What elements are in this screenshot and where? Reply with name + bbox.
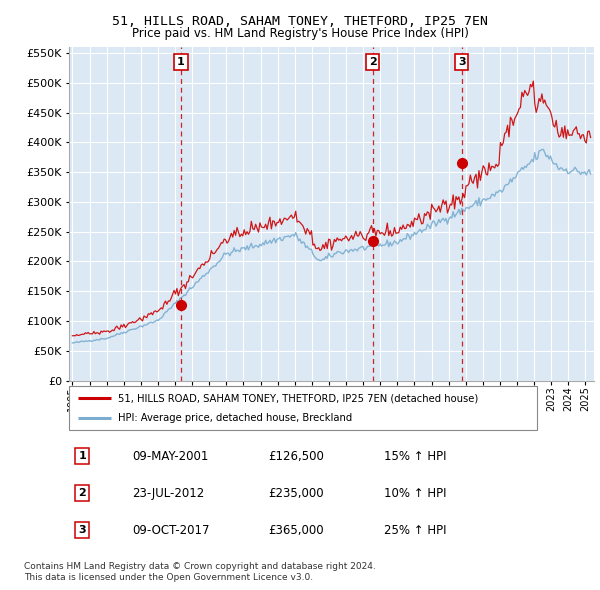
Text: 1: 1 [78, 451, 86, 461]
Text: 09-OCT-2017: 09-OCT-2017 [132, 523, 209, 536]
FancyBboxPatch shape [69, 386, 537, 430]
Text: £365,000: £365,000 [269, 523, 324, 536]
Text: 2: 2 [368, 57, 376, 67]
Text: 10% ↑ HPI: 10% ↑ HPI [384, 487, 446, 500]
Text: Price paid vs. HM Land Registry's House Price Index (HPI): Price paid vs. HM Land Registry's House … [131, 27, 469, 40]
Text: 23-JUL-2012: 23-JUL-2012 [132, 487, 204, 500]
Text: 3: 3 [458, 57, 466, 67]
Text: 51, HILLS ROAD, SAHAM TONEY, THETFORD, IP25 7EN: 51, HILLS ROAD, SAHAM TONEY, THETFORD, I… [112, 15, 488, 28]
Text: 1: 1 [177, 57, 185, 67]
Text: 15% ↑ HPI: 15% ↑ HPI [384, 450, 446, 463]
Text: 25% ↑ HPI: 25% ↑ HPI [384, 523, 446, 536]
Text: £126,500: £126,500 [269, 450, 325, 463]
Text: 3: 3 [79, 525, 86, 535]
Text: £235,000: £235,000 [269, 487, 324, 500]
Text: Contains HM Land Registry data © Crown copyright and database right 2024.: Contains HM Land Registry data © Crown c… [24, 562, 376, 571]
Text: This data is licensed under the Open Government Licence v3.0.: This data is licensed under the Open Gov… [24, 573, 313, 582]
Text: 2: 2 [78, 488, 86, 498]
Text: 51, HILLS ROAD, SAHAM TONEY, THETFORD, IP25 7EN (detached house): 51, HILLS ROAD, SAHAM TONEY, THETFORD, I… [118, 393, 478, 403]
Text: 09-MAY-2001: 09-MAY-2001 [132, 450, 208, 463]
Text: HPI: Average price, detached house, Breckland: HPI: Average price, detached house, Brec… [118, 413, 352, 423]
